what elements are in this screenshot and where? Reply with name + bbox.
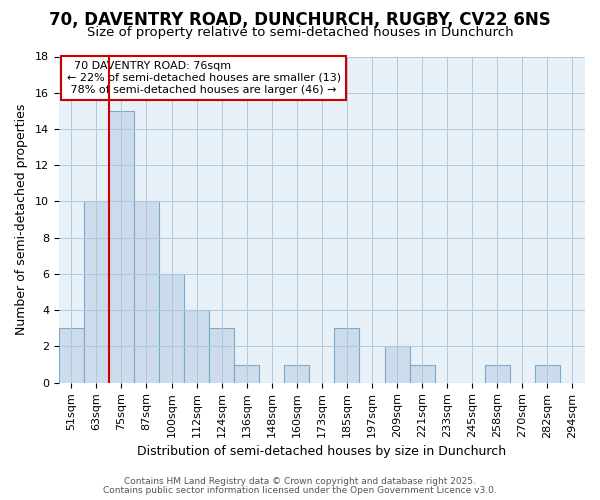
Bar bbox=[284, 364, 310, 382]
Bar bbox=[535, 364, 560, 382]
Text: 70 DAVENTRY ROAD: 76sqm
← 22% of semi-detached houses are smaller (13)
 78% of s: 70 DAVENTRY ROAD: 76sqm ← 22% of semi-de… bbox=[67, 62, 341, 94]
Y-axis label: Number of semi-detached properties: Number of semi-detached properties bbox=[15, 104, 28, 336]
Text: Contains HM Land Registry data © Crown copyright and database right 2025.: Contains HM Land Registry data © Crown c… bbox=[124, 477, 476, 486]
Bar bbox=[184, 310, 209, 382]
Bar bbox=[109, 111, 134, 382]
Bar bbox=[59, 328, 84, 382]
Bar bbox=[134, 202, 159, 382]
Text: Size of property relative to semi-detached houses in Dunchurch: Size of property relative to semi-detach… bbox=[86, 26, 514, 39]
Bar bbox=[159, 274, 184, 382]
Bar bbox=[84, 202, 109, 382]
X-axis label: Distribution of semi-detached houses by size in Dunchurch: Distribution of semi-detached houses by … bbox=[137, 444, 506, 458]
Bar bbox=[485, 364, 510, 382]
Text: Contains public sector information licensed under the Open Government Licence v3: Contains public sector information licen… bbox=[103, 486, 497, 495]
Bar bbox=[410, 364, 434, 382]
Bar bbox=[385, 346, 410, 382]
Bar bbox=[334, 328, 359, 382]
Bar bbox=[234, 364, 259, 382]
Text: 70, DAVENTRY ROAD, DUNCHURCH, RUGBY, CV22 6NS: 70, DAVENTRY ROAD, DUNCHURCH, RUGBY, CV2… bbox=[49, 11, 551, 29]
Bar bbox=[209, 328, 234, 382]
